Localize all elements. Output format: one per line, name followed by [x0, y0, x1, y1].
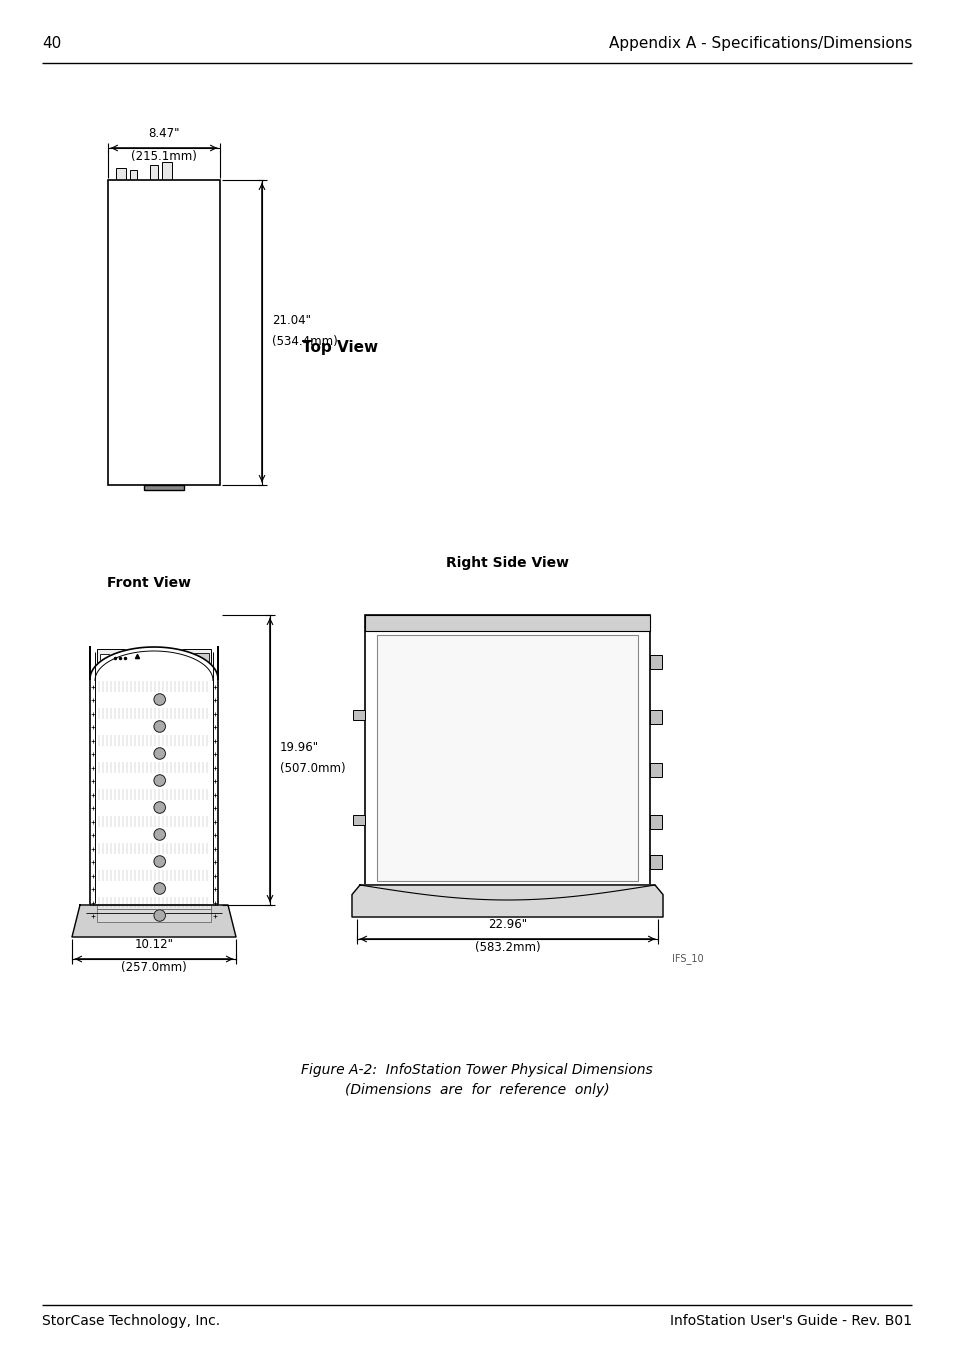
- Text: (534.4mm): (534.4mm): [272, 334, 337, 348]
- Bar: [365, 615, 649, 884]
- Bar: [97, 909, 211, 921]
- Bar: [97, 842, 211, 856]
- Polygon shape: [71, 905, 235, 936]
- Circle shape: [153, 828, 165, 841]
- Bar: [97, 856, 211, 868]
- Text: 10.12": 10.12": [134, 938, 173, 951]
- Bar: [97, 706, 211, 720]
- Bar: [97, 720, 211, 732]
- Bar: [97, 747, 211, 760]
- Bar: [353, 711, 365, 720]
- Bar: [150, 166, 158, 179]
- Text: InfoStation User's Guide - Rev. B01: InfoStation User's Guide - Rev. B01: [669, 1314, 911, 1328]
- Bar: [97, 649, 211, 678]
- Text: (507.0mm): (507.0mm): [280, 763, 345, 775]
- Text: Figure A-2:  InfoStation Tower Physical Dimensions: Figure A-2: InfoStation Tower Physical D…: [301, 1062, 652, 1077]
- Bar: [183, 653, 209, 663]
- Text: StorCase Technology, Inc.: StorCase Technology, Inc.: [42, 1314, 220, 1328]
- Text: 19.96": 19.96": [280, 741, 319, 754]
- Text: 40: 40: [42, 36, 61, 51]
- Bar: [649, 711, 661, 724]
- Bar: [97, 869, 211, 882]
- Bar: [97, 680, 211, 693]
- Bar: [649, 763, 661, 778]
- Bar: [97, 828, 211, 841]
- Bar: [100, 654, 109, 663]
- Text: Appendix A - Specifications/Dimensions: Appendix A - Specifications/Dimensions: [608, 36, 911, 51]
- Bar: [97, 882, 211, 895]
- Bar: [353, 815, 365, 826]
- Bar: [97, 815, 211, 828]
- Text: (Dimensions  are  for  reference  only): (Dimensions are for reference only): [344, 1083, 609, 1097]
- Bar: [97, 895, 211, 909]
- Bar: [649, 856, 661, 869]
- Circle shape: [153, 910, 165, 921]
- Text: 21.04": 21.04": [272, 314, 311, 326]
- Circle shape: [153, 721, 165, 732]
- Circle shape: [153, 856, 165, 867]
- Polygon shape: [90, 648, 218, 905]
- Bar: [376, 635, 638, 882]
- Bar: [97, 773, 211, 787]
- Text: (583.2mm): (583.2mm): [475, 941, 539, 954]
- Bar: [162, 162, 172, 179]
- Bar: [97, 761, 211, 773]
- Text: Top View: Top View: [301, 341, 377, 355]
- Text: Front View: Front View: [107, 576, 191, 590]
- Text: (257.0mm): (257.0mm): [121, 961, 187, 973]
- Circle shape: [153, 802, 165, 813]
- Polygon shape: [352, 884, 662, 917]
- Text: IFS_10: IFS_10: [671, 953, 703, 964]
- Bar: [108, 179, 220, 485]
- Circle shape: [153, 694, 165, 705]
- Bar: [365, 615, 649, 631]
- Circle shape: [153, 747, 165, 760]
- Text: 8.47": 8.47": [148, 127, 179, 140]
- Text: (215.1mm): (215.1mm): [131, 151, 196, 163]
- Bar: [97, 789, 211, 801]
- Bar: [649, 654, 661, 669]
- Bar: [649, 815, 661, 830]
- Circle shape: [153, 775, 165, 786]
- Bar: [130, 170, 137, 179]
- Bar: [97, 693, 211, 706]
- Bar: [144, 485, 184, 490]
- Text: Right Side View: Right Side View: [446, 556, 568, 570]
- Text: 22.96": 22.96": [487, 919, 526, 931]
- Bar: [116, 168, 126, 179]
- Bar: [97, 734, 211, 747]
- Bar: [97, 801, 211, 815]
- Circle shape: [153, 883, 165, 894]
